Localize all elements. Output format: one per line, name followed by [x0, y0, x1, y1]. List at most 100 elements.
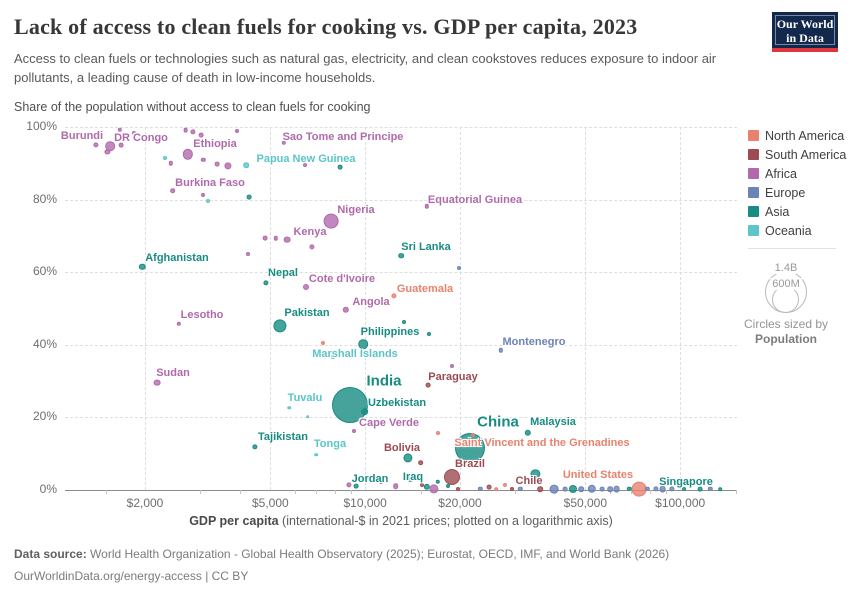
data-point[interactable] — [246, 195, 252, 200]
data-point[interactable] — [117, 127, 122, 133]
country-label[interactable]: Papua New Guinea — [256, 153, 356, 165]
data-point[interactable] — [262, 236, 268, 241]
data-point[interactable] — [273, 236, 279, 241]
data-point-iraq[interactable] — [423, 483, 431, 491]
data-point[interactable] — [402, 319, 407, 324]
country-label[interactable]: Brazil — [455, 458, 485, 470]
data-point[interactable] — [206, 199, 210, 204]
country-label[interactable]: Uzbekistan — [367, 397, 427, 409]
data-point-tonga[interactable] — [314, 452, 318, 457]
data-point[interactable] — [456, 265, 461, 270]
legend-item-asia[interactable]: Asia — [748, 202, 846, 221]
data-point-dr-congo[interactable] — [105, 141, 115, 152]
legend-item-oceania[interactable]: Oceania — [748, 221, 846, 240]
data-point[interactable] — [131, 131, 136, 136]
data-point[interactable] — [118, 142, 124, 148]
data-point[interactable] — [607, 486, 614, 492]
data-point-sri-lanka[interactable] — [398, 253, 404, 259]
country-label[interactable]: Sri Lanka — [401, 241, 451, 253]
country-label[interactable]: Kenya — [293, 226, 327, 238]
footer-link[interactable]: OurWorldinData.org/energy-access | CC BY — [14, 569, 249, 583]
data-point[interactable] — [652, 486, 659, 492]
legend-item-north-america[interactable]: North America — [748, 126, 846, 145]
data-point-tajikistan[interactable] — [252, 444, 258, 450]
data-point[interactable] — [198, 132, 204, 138]
data-point-saint-vincent-and-the-grenadines[interactable] — [471, 432, 476, 437]
country-label[interactable]: Jordan — [351, 473, 389, 485]
country-label[interactable]: Marshall Islands — [312, 348, 398, 360]
country-label[interactable]: Burundi — [60, 130, 104, 142]
country-label[interactable]: Angola — [352, 296, 390, 308]
country-label[interactable]: Singapore — [659, 476, 713, 488]
country-label[interactable]: Sudan — [156, 367, 190, 379]
data-point[interactable] — [449, 364, 454, 369]
country-label[interactable]: Pakistan — [284, 307, 330, 319]
country-label[interactable]: Lesotho — [180, 309, 224, 321]
country-label[interactable]: Tajikistan — [258, 431, 308, 443]
country-label[interactable]: DR Congo — [114, 132, 168, 144]
country-label[interactable]: United States — [562, 469, 634, 481]
data-point[interactable] — [168, 161, 173, 166]
data-point-kenya[interactable] — [283, 236, 291, 243]
data-point[interactable] — [455, 486, 460, 491]
data-point[interactable] — [435, 479, 440, 485]
data-point-marshall-islands[interactable] — [330, 355, 335, 360]
country-label[interactable]: Sao Tome and Principe — [282, 131, 404, 143]
data-point[interactable] — [408, 477, 413, 483]
data-point-ethiopia[interactable] — [182, 149, 194, 160]
data-point[interactable] — [669, 486, 675, 492]
data-point[interactable] — [346, 482, 352, 488]
country-label[interactable]: Philippines — [360, 326, 420, 338]
data-point-tuvalu[interactable] — [287, 405, 292, 410]
data-point[interactable] — [645, 486, 650, 492]
data-point-brazil[interactable] — [444, 468, 461, 485]
country-label[interactable]: Guatemala — [396, 283, 454, 295]
data-point-cape-verde[interactable] — [352, 428, 357, 433]
country-label[interactable]: Bolivia — [383, 442, 421, 454]
data-point-guatemala[interactable] — [391, 293, 397, 299]
country-label[interactable]: Nigeria — [337, 204, 375, 216]
data-point[interactable] — [427, 332, 432, 337]
data-point[interactable] — [337, 164, 343, 170]
country-label[interactable]: Malaysia — [530, 416, 576, 428]
data-point[interactable] — [478, 486, 483, 492]
data-point-india[interactable] — [331, 386, 368, 423]
country-label[interactable]: Equatorial Guinea — [427, 194, 523, 206]
data-point-nepal[interactable] — [263, 280, 269, 286]
data-point[interactable] — [224, 162, 232, 170]
data-point[interactable] — [445, 484, 450, 488]
data-point[interactable] — [486, 484, 492, 490]
legend-item-south-america[interactable]: South America — [748, 145, 846, 164]
data-point-jordan[interactable] — [353, 483, 359, 489]
data-point-sao-tome-and-principe[interactable] — [281, 140, 287, 146]
data-point[interactable] — [163, 156, 168, 161]
data-point[interactable] — [214, 161, 220, 167]
data-point[interactable] — [104, 149, 111, 155]
data-point-nigeria[interactable] — [323, 213, 339, 229]
data-point[interactable] — [627, 486, 632, 492]
country-label[interactable]: Burkina Faso — [175, 177, 245, 189]
data-point-equatorial-guinea[interactable] — [424, 204, 430, 209]
country-label[interactable]: Iraq — [402, 471, 424, 483]
data-point[interactable] — [305, 414, 310, 419]
data-point[interactable] — [550, 484, 559, 494]
data-point[interactable] — [518, 486, 523, 492]
data-point-papua-new-guinea[interactable] — [243, 162, 249, 168]
data-point[interactable] — [190, 129, 196, 135]
data-point[interactable] — [246, 251, 251, 256]
data-point-montenegro[interactable] — [498, 348, 504, 353]
data-point[interactable] — [392, 483, 399, 489]
data-point[interactable] — [302, 163, 307, 168]
data-point[interactable] — [708, 486, 713, 492]
country-label[interactable]: Saint Vincent and the Grenadines — [454, 437, 630, 449]
data-point-burundi[interactable] — [93, 142, 99, 148]
country-label[interactable]: Ethiopia — [193, 138, 237, 150]
country-label[interactable]: Nepal — [268, 267, 298, 279]
data-point[interactable] — [659, 485, 666, 493]
data-point-uzbekistan[interactable] — [361, 407, 369, 416]
data-point-sudan[interactable] — [153, 379, 161, 386]
country-label[interactable]: Montenegro — [502, 336, 566, 348]
data-point[interactable] — [420, 482, 425, 487]
data-point[interactable] — [201, 193, 206, 198]
data-point-lesotho[interactable] — [176, 321, 181, 327]
